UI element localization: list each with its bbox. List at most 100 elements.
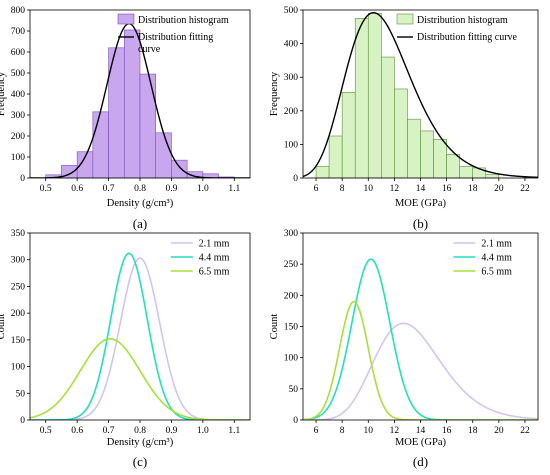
y-tick-label: 100 xyxy=(284,140,299,150)
y-tick-label: 100 xyxy=(284,354,299,364)
histogram-bar xyxy=(354,18,369,179)
x-tick-label: 0.9 xyxy=(165,426,177,436)
series-line xyxy=(30,252,250,420)
y-tick-label: 250 xyxy=(284,260,299,270)
x-tick-label: 0.7 xyxy=(103,426,115,436)
x-axis-title: MOE (GPa) xyxy=(395,437,447,448)
y-tick-label: 700 xyxy=(11,27,26,37)
series-line xyxy=(303,300,538,420)
chart-panel: 6 8 10 12 14 16 18 20 22 0 100 200 300 400 500 MOE (GPa… xyxy=(269,6,539,231)
x-tick-label: 6 xyxy=(314,184,319,194)
y-tick-label: 0 xyxy=(20,174,25,184)
y-tick-label: 800 xyxy=(11,6,26,16)
y-axis-title: Count xyxy=(269,314,280,340)
x-tick-label: 22 xyxy=(520,426,530,436)
x-tick-label: 0.6 xyxy=(71,184,83,194)
chart-panel: 0.5 0.6 0.7 0.8 0.9 1.0 1.1 0 50 100 150 200 250 300 3… xyxy=(0,229,251,469)
legend-label-curve: Distribution fitting curve xyxy=(417,32,518,43)
x-tick-label: 6 xyxy=(314,426,319,436)
legend-label-series: 2.1 mm xyxy=(481,239,512,250)
x-tick-label: 18 xyxy=(468,426,478,436)
legend: 2.1 mm 4.4 mm 6.5 mm xyxy=(453,239,512,278)
x-tick-label: 12 xyxy=(390,184,400,194)
y-tick-label: 150 xyxy=(284,323,299,333)
chart-panel: 0.5 0.6 0.7 0.8 0.9 1.0 1.1 0 100 200 300 400 500 600… xyxy=(0,6,251,231)
x-tick-label: 8 xyxy=(340,426,345,436)
x-tick-label: 10 xyxy=(364,184,374,194)
chart-panel: 6 8 10 12 14 16 18 20 22 0 50 100 150 200 250 300 MOE (G… xyxy=(269,229,539,469)
legend-label-curve: Distribution fitting xyxy=(138,32,213,43)
histogram-bar xyxy=(171,159,188,179)
x-tick-label: 22 xyxy=(520,184,530,194)
x-tick-label: 8 xyxy=(340,184,345,194)
x-tick-label: 0.5 xyxy=(40,184,52,194)
x-tick-label: 0.9 xyxy=(165,184,177,194)
y-tick-label: 300 xyxy=(11,111,26,121)
y-tick-label: 300 xyxy=(284,73,299,83)
legend-label-series: 6.5 mm xyxy=(481,267,512,278)
legend-label-series: 2.1 mm xyxy=(199,239,230,250)
legend-label-series: 6.5 mm xyxy=(199,267,230,278)
histogram-bar xyxy=(394,88,408,179)
legend-label-histogram: Distribution histogram xyxy=(417,15,508,26)
x-tick-label: 16 xyxy=(442,426,452,436)
histogram-bar xyxy=(328,135,343,179)
x-tick-label: 18 xyxy=(468,184,478,194)
y-tick-label: 0 xyxy=(293,416,298,426)
histogram-bar xyxy=(446,154,460,179)
legend-label-series: 4.4 mm xyxy=(481,253,512,264)
x-tick-label: 1.0 xyxy=(197,426,209,436)
legend: Distribution histogram Distribution fitti… xyxy=(396,13,518,43)
x-tick-label: 14 xyxy=(416,426,426,436)
legend: 2.1 mm 4.4 mm 6.5 mm xyxy=(170,239,230,278)
x-axis-title: MOE (GPa) xyxy=(395,198,447,209)
x-tick-label: 0.7 xyxy=(103,184,115,194)
y-axis-title: Frequency xyxy=(269,71,280,116)
x-tick-label: 10 xyxy=(364,426,374,436)
panel-caption: (b) xyxy=(413,216,428,231)
x-tick-label: 14 xyxy=(416,184,426,194)
histogram-bar xyxy=(155,132,172,179)
histogram-bar xyxy=(459,165,474,179)
x-tick-label: 0.6 xyxy=(71,426,83,436)
histogram-bar xyxy=(92,111,109,179)
legend-label-curve-cont: curve xyxy=(138,44,161,55)
histogram-bar xyxy=(433,139,447,179)
y-tick-label: 600 xyxy=(11,48,26,58)
y-tick-label: 50 xyxy=(289,385,299,395)
histogram-bar xyxy=(139,73,157,179)
y-tick-label: 300 xyxy=(11,256,26,266)
x-tick-label: 20 xyxy=(494,184,504,194)
panel-caption: (c) xyxy=(133,454,147,469)
x-tick-label: 1.0 xyxy=(197,184,209,194)
y-axis-title: Count xyxy=(0,314,7,340)
fit-curve xyxy=(303,11,538,178)
x-tick-label: 16 xyxy=(442,184,452,194)
y-tick-label: 400 xyxy=(11,90,26,100)
y-tick-label: 200 xyxy=(284,291,299,301)
y-tick-label: 250 xyxy=(11,282,26,292)
x-tick-label: 1.1 xyxy=(228,184,240,194)
y-tick-label: 0 xyxy=(20,416,25,426)
y-tick-label: 500 xyxy=(284,6,299,16)
y-tick-label: 200 xyxy=(284,107,299,117)
histogram-bar xyxy=(315,165,330,179)
y-tick-label: 50 xyxy=(16,389,26,399)
series-line xyxy=(303,322,538,420)
y-tick-label: 150 xyxy=(11,336,26,346)
y-tick-label: 100 xyxy=(11,153,26,163)
x-tick-label: 12 xyxy=(390,426,400,436)
x-tick-label: 0.8 xyxy=(134,184,146,194)
legend: Distribution histogram Distribution fitti… xyxy=(117,13,229,55)
x-tick-label: 1.1 xyxy=(228,426,240,436)
histogram-bar xyxy=(407,118,421,179)
histogram-bar xyxy=(381,56,395,179)
histogram-bar xyxy=(367,13,382,179)
series-line xyxy=(30,337,250,420)
y-tick-label: 300 xyxy=(284,229,299,239)
x-tick-label: 0.5 xyxy=(40,426,52,436)
x-axis-title: Density (g/cm³) xyxy=(107,198,174,209)
panel-caption: (d) xyxy=(413,454,428,469)
histogram-bar xyxy=(485,174,500,179)
